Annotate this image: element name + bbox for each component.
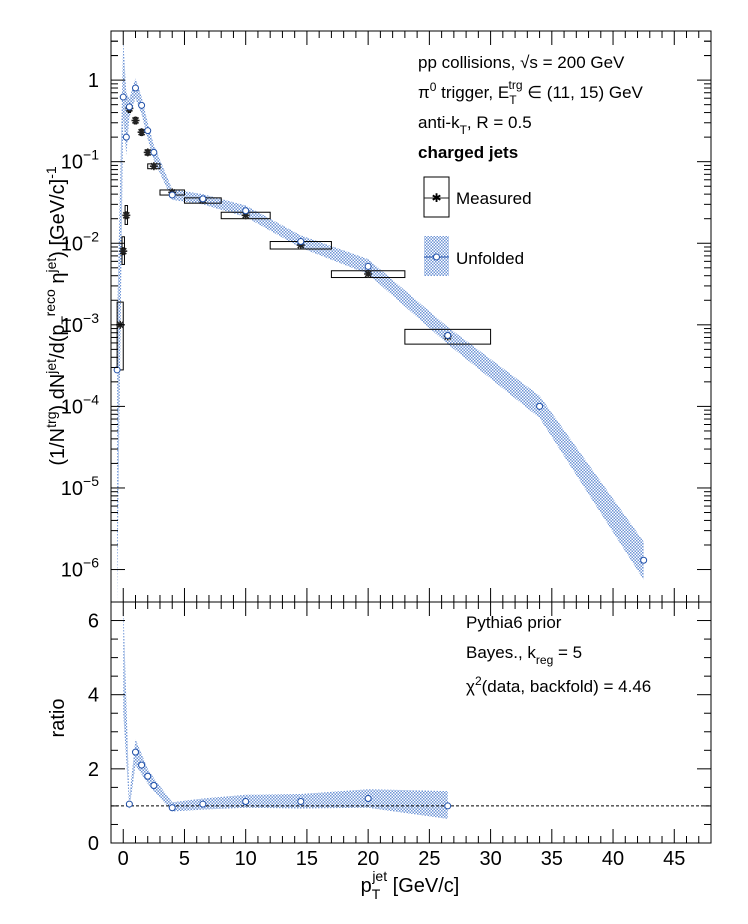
x-tick-label-9: 45 [663, 848, 685, 870]
ratio-point-9 [297, 797, 305, 805]
unfolded-point-0 [113, 366, 121, 374]
ratio-point-5 [150, 782, 158, 790]
annotation-chi2: χ2(data, backfold) = 4.46 [466, 674, 651, 696]
x-axis-title: pTjet [GeV/c] [361, 868, 460, 902]
unfolded-point-12 [364, 262, 372, 270]
unfolded-point-9 [199, 195, 207, 203]
top-y-axis-title: (1/Ntrg) dNjet/d(pTreco ηjet) [GeV/c]-1 [42, 166, 74, 466]
ratio-point-6 [168, 804, 176, 812]
measured-point-12 [364, 269, 373, 278]
top-y-tick-label-4: 10−4 [61, 391, 99, 418]
bottom-y-tick-label-0: 0 [88, 833, 99, 855]
top-y-tick-label-1: 10−1 [61, 147, 99, 174]
unfolded-band [117, 38, 644, 602]
legend-unfolded-marker [433, 253, 440, 261]
top-panel: 1 10−1 10−2 10−3 10−4 10−5 10−6 (1/Ntrg) dNjet… [42, 30, 712, 603]
legend-measured-label: Measured [456, 189, 532, 208]
x-tick-label-2: 10 [235, 848, 257, 870]
unfolded-point-7 [150, 148, 158, 156]
measured-point-7 [149, 162, 158, 171]
legend-measured-marker: ✱ [431, 191, 441, 205]
ratio-point-3 [138, 761, 146, 769]
annotation-algorithm: anti-kT, R = 0.5 [418, 113, 532, 137]
unfolded-point-4 [131, 84, 139, 92]
top-y-tick-label-3: 10−3 [61, 310, 99, 337]
top-y-tick-label-6: 10−6 [61, 555, 99, 582]
ratio-point-2 [131, 748, 139, 756]
ratio-point-8 [242, 797, 250, 805]
bottom-y-tick-label-3: 6 [88, 611, 99, 633]
measured-marker-stroke [131, 116, 140, 125]
x-tick-label-8: 40 [602, 848, 624, 870]
legend-unfolded-label: Unfolded [456, 249, 524, 268]
x-tick-label-3: 15 [296, 848, 318, 870]
unfolded-point-6 [144, 127, 152, 135]
measured-point-1 [119, 247, 128, 256]
bottom-y-tick-label-1: 2 [88, 759, 99, 781]
ratio-point-1 [125, 800, 133, 808]
x-tick-label-1: 5 [179, 848, 190, 870]
annotation-method: Bayes., kreg = 5 [466, 643, 582, 667]
measured-marker-stroke [138, 128, 146, 136]
measured-marker-stroke [364, 270, 372, 278]
measured-point-6 [143, 148, 152, 157]
unfolded-point-14 [536, 402, 544, 410]
x-tick-label-4: 20 [357, 848, 379, 870]
unfolded-point-1 [119, 93, 127, 101]
bottom-plot-frame [110, 601, 712, 844]
bottom-y-tick-label-2: 4 [88, 685, 99, 707]
ratio-point-10 [364, 795, 372, 803]
measured-box-13 [404, 328, 492, 345]
ratio-point-11 [444, 802, 452, 810]
top-y-tick-label-0: 1 [88, 70, 99, 92]
measured-point-5 [137, 128, 146, 137]
unfolded-point-10 [242, 207, 250, 215]
legend-measured-box [423, 176, 450, 218]
measured-marker-stroke [119, 247, 127, 255]
x-tick-label-7: 35 [541, 848, 563, 870]
bottom-y-axis-title: ratio [47, 699, 69, 738]
annotation-trigger: π0 trigger, ETtrg ∈ (11, 15) GeV [418, 78, 644, 107]
bottom-panel: 0 2 4 6 0 5 10 15 20 25 30 35 40 45 ratio pTjet [GeV/… [47, 601, 712, 902]
ratio-band [123, 602, 448, 819]
unfolded-point-2 [122, 133, 130, 141]
annotation-prior: Pythia6 prior [466, 613, 562, 632]
annotation-collisions: pp collisions, √s = 200 GeV [418, 53, 625, 72]
measured-point-2 [122, 211, 131, 220]
measured-marker-stroke [150, 162, 158, 170]
unfolded-point-8 [168, 191, 176, 199]
measured-marker-stroke [144, 148, 152, 156]
ratio-point-4 [144, 772, 152, 780]
unfolded-point-13 [444, 331, 452, 339]
annotation-jet-type: charged jets [418, 143, 518, 162]
ratio-point-7 [199, 800, 207, 808]
top-y-tick-label-5: 10−5 [61, 473, 99, 500]
unfolded-point-15 [640, 556, 648, 564]
unfolded-point-5 [138, 101, 146, 109]
measured-point-4 [131, 116, 140, 125]
x-tick-label-5: 25 [418, 848, 440, 870]
unfolded-point-3 [125, 103, 133, 111]
x-tick-label-0: 0 [118, 848, 129, 870]
x-tick-label-6: 30 [479, 848, 501, 870]
unfolded-point-11 [297, 238, 305, 246]
top-y-tick-label-2: 10−2 [61, 228, 99, 255]
legend: ✱ Measured Unfolded [423, 176, 532, 276]
measured-marker-stroke [122, 211, 130, 219]
